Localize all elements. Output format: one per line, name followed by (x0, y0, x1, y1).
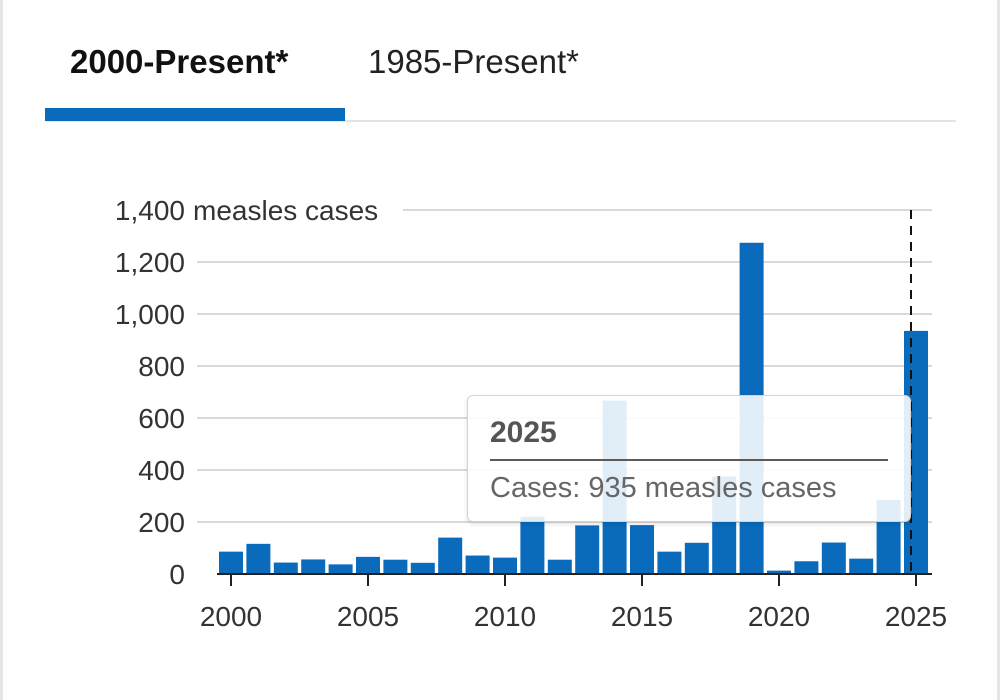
tab-1985-present[interactable]: 1985-Present* (368, 43, 579, 80)
tooltip-cases: Cases: 935 measles cases (490, 472, 837, 504)
bar-2003 (301, 559, 326, 574)
bar-2015 (630, 525, 654, 574)
y-tick-label: 400 (138, 455, 185, 486)
y-axis-unit-label: measles cases (193, 195, 378, 226)
chart-tooltip: 2025 Cases: 935 measles cases (467, 395, 911, 522)
tooltip-separator (490, 459, 888, 461)
bar-2013 (575, 525, 600, 574)
bar-2002 (273, 562, 298, 574)
x-tick-label: 2005 (337, 601, 399, 632)
tooltip-year: 2025 (490, 416, 557, 449)
y-tick-label: 1,000 (115, 299, 185, 330)
bar-2006 (383, 559, 408, 574)
tab-divider (46, 120, 956, 122)
x-tick-label: 2000 (200, 601, 262, 632)
active-tab-indicator (45, 108, 345, 121)
bar-2005 (356, 556, 380, 574)
bar-2010 (493, 557, 517, 574)
bar-2008 (438, 537, 463, 574)
y-tick-label: 200 (138, 507, 185, 538)
bar-2011 (520, 516, 545, 574)
bar-2012 (547, 559, 572, 574)
bar-2001 (246, 543, 271, 574)
left-border (0, 0, 3, 700)
bar-2009 (465, 555, 490, 574)
x-tick-label: 2010 (474, 601, 536, 632)
x-tick-label: 2025 (885, 601, 947, 632)
bar-2007 (410, 562, 435, 574)
bar-2000 (219, 551, 243, 574)
bar-2016 (657, 551, 682, 574)
bar-2023 (849, 558, 874, 574)
bar-2021 (794, 561, 819, 574)
y-tick-label: 600 (138, 403, 185, 434)
right-border (997, 0, 1000, 700)
x-tick-label: 2015 (611, 601, 673, 632)
bar-2020 (767, 570, 791, 574)
bar-2017 (684, 542, 709, 574)
bar-2004 (328, 564, 353, 574)
y-tick-label: 800 (138, 351, 185, 382)
bar-2022 (821, 542, 846, 574)
y-tick-label: 1,400 (115, 195, 185, 226)
y-tick-label: 1,200 (115, 247, 185, 278)
y-tick-label: 0 (169, 559, 185, 590)
x-tick-label: 2020 (748, 601, 810, 632)
tab-2000-present[interactable]: 2000-Present* (70, 43, 289, 80)
